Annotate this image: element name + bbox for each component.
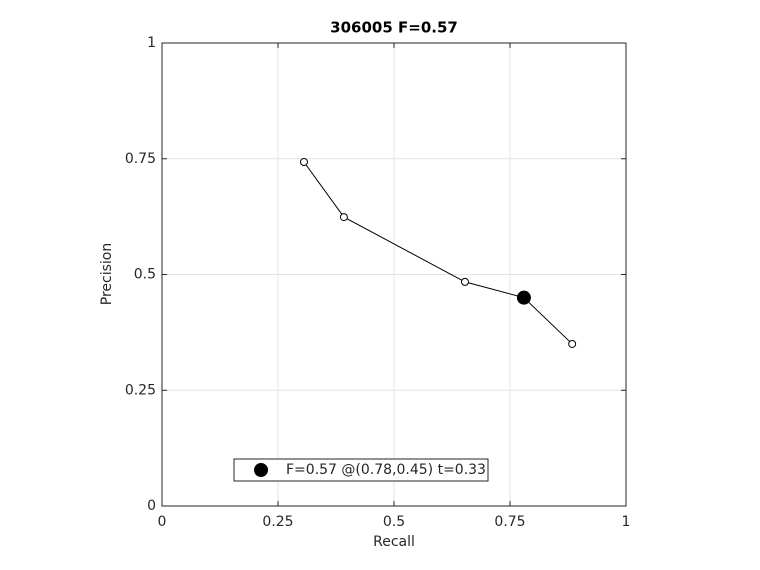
point bbox=[568, 339, 577, 348]
x-tick-label: 0.75 bbox=[494, 514, 525, 530]
chart-title: 306005 F=0.57 bbox=[330, 19, 458, 37]
x-tick-label: 0 bbox=[158, 514, 167, 530]
x-tick-label: 0.5 bbox=[383, 514, 405, 530]
y-tick-label: 0.5 bbox=[134, 267, 156, 283]
legend-box bbox=[233, 458, 489, 482]
point bbox=[460, 277, 469, 286]
y-tick-label: 0.75 bbox=[125, 151, 156, 167]
x-tick-label: 1 bbox=[622, 514, 631, 530]
legend-label: F=0.57 @(0.78,0.45) t=0.33 bbox=[286, 462, 486, 478]
y-tick-label: 0.25 bbox=[125, 382, 156, 398]
y-axis-label: Precision bbox=[99, 243, 115, 305]
point bbox=[339, 213, 348, 222]
y-tick-label: 1 bbox=[147, 35, 156, 51]
legend-marker bbox=[254, 463, 268, 477]
best-point bbox=[516, 290, 531, 305]
y-tick-label: 0 bbox=[147, 498, 156, 514]
x-axis-label: Recall bbox=[373, 534, 415, 550]
point bbox=[299, 157, 308, 166]
x-tick-label: 0.25 bbox=[262, 514, 293, 530]
axes-box bbox=[161, 42, 627, 507]
